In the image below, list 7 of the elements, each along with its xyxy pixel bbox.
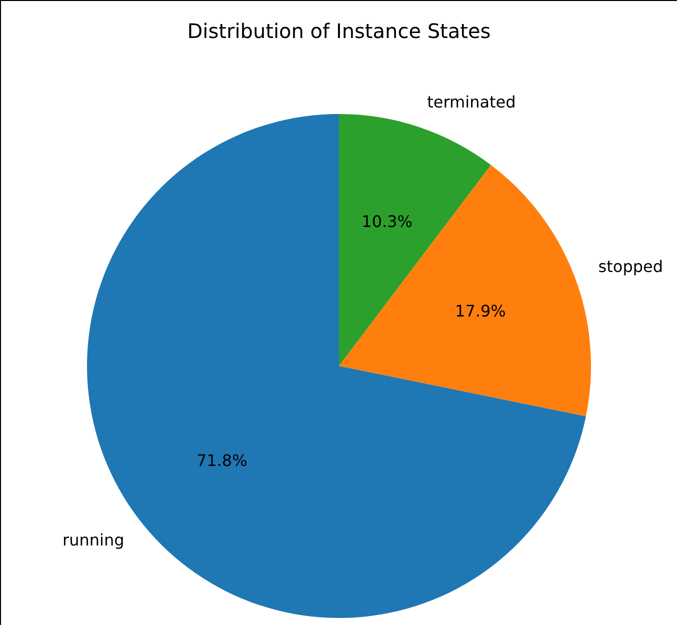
data-label: 71.8% — [196, 450, 248, 470]
data-label: 10.3% — [362, 212, 412, 231]
chart-title: Distribution of Instance States — [187, 19, 491, 44]
slice-label: running — [62, 530, 124, 550]
slice-label: stopped — [598, 257, 664, 276]
slice-label: terminated — [427, 92, 516, 112]
data-label: 17.9% — [455, 302, 506, 321]
